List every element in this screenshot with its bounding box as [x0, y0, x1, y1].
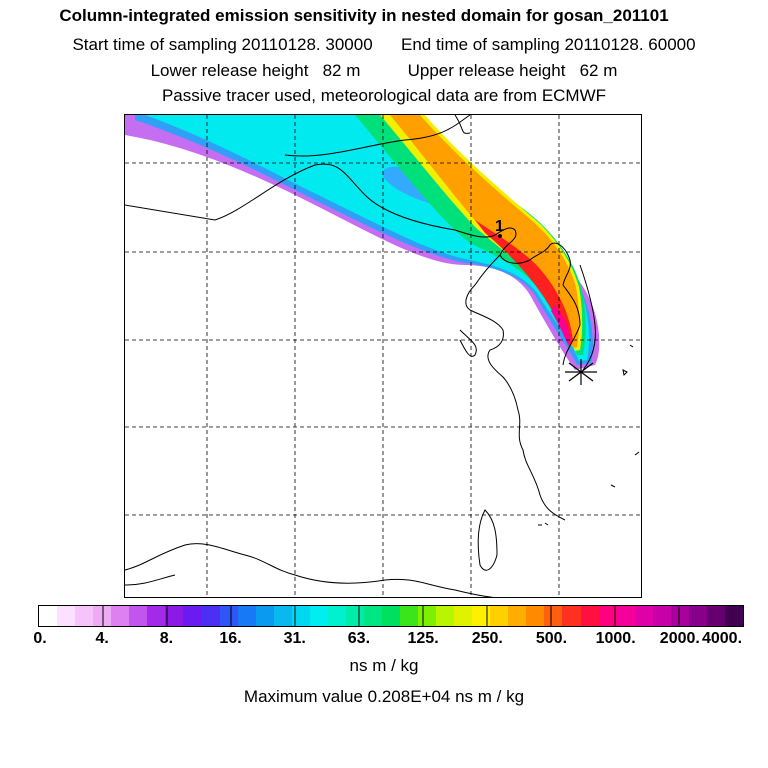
- colorbar-tick-label: 4000.: [701, 630, 743, 647]
- colorbar-swatch: [617, 606, 635, 626]
- colorbar-swatch: [129, 606, 147, 626]
- colorbar-swatch: [220, 606, 238, 626]
- colorbar-swatch: [526, 606, 544, 626]
- colorbar-swatch: [671, 606, 689, 626]
- maximum-value: Maximum value 0.208E+04 ns m / kg: [243, 687, 525, 706]
- colorbar-swatch: [93, 606, 111, 626]
- star-icon: [565, 359, 597, 385]
- colorbar-swatches: [39, 606, 743, 626]
- colorbar-swatch: [400, 606, 418, 626]
- colorbar-swatch: [346, 606, 364, 626]
- colorbar-tick-label: 125.: [407, 630, 439, 647]
- source-point-label: 1: [495, 218, 504, 235]
- colorbar-swatch: [111, 606, 129, 626]
- colorbar-swatch: [707, 606, 725, 626]
- colorbar-swatch: [292, 606, 310, 626]
- colorbar-swatch: [490, 606, 508, 626]
- colorbar-swatch: [599, 606, 617, 626]
- colorbar-swatch: [57, 606, 75, 626]
- colorbar-swatch: [256, 606, 274, 626]
- lat-lon-grid: [125, 115, 641, 597]
- colorbar-swatch: [562, 606, 581, 626]
- islands: [538, 344, 640, 526]
- colorbar-tick-label: 4.: [95, 630, 109, 647]
- colorbar-swatch: [238, 606, 256, 626]
- colorbar-swatch: [75, 606, 93, 626]
- colorbar-tick-label: 250.: [471, 630, 503, 647]
- colorbar-swatch: [183, 606, 201, 626]
- plume-orange: [390, 115, 580, 348]
- plume-magenta: [551, 305, 571, 345]
- colorbar-tick-label: 8.: [159, 630, 174, 647]
- map-panel: 1: [124, 114, 642, 598]
- colorbar-swatch: [454, 606, 472, 626]
- colorbar-swatch: [725, 606, 743, 626]
- colorbar-swatch: [201, 606, 220, 626]
- colorbar: [38, 605, 744, 627]
- colorbar-swatch: [581, 606, 599, 626]
- colorbar-swatch: [436, 606, 454, 626]
- colorbar-swatch: [653, 606, 671, 626]
- colorbar-tick-label: 1000.: [595, 630, 636, 647]
- colorbar-swatch: [544, 606, 562, 626]
- sampling-time-line: Start time of sampling 20110128. 30000 E…: [72, 35, 696, 54]
- tracer-info-line: Passive tracer used, meteorological data…: [161, 86, 607, 105]
- colorbar-swatch: [274, 606, 292, 626]
- colorbar-swatch: [364, 606, 382, 626]
- colorbar-swatch: [689, 606, 707, 626]
- colorbar-units: ns m / kg: [349, 656, 419, 675]
- plot-title: Column-integrated emission sensitivity i…: [59, 6, 669, 25]
- colorbar-swatch: [39, 606, 57, 626]
- colorbar-swatch: [472, 606, 490, 626]
- plume-yellow: [380, 115, 583, 351]
- colorbar-tick-label: 63.: [347, 630, 371, 647]
- colorbar-tick-label: 16.: [219, 630, 242, 647]
- release-height-line: Lower release height 82 m Upper release …: [150, 61, 618, 80]
- map-canvas: 1: [125, 115, 641, 597]
- colorbar-swatch: [165, 606, 183, 626]
- colorbar-swatch: [147, 606, 165, 626]
- colorbar-swatch: [382, 606, 400, 626]
- colorbar-swatch: [418, 606, 436, 626]
- plume-red: [475, 220, 573, 347]
- coastlines: [125, 115, 596, 597]
- colorbar-swatch: [310, 606, 328, 626]
- colorbar-swatch: [328, 606, 346, 626]
- colorbar-tick-label: 500.: [535, 630, 568, 647]
- source-point-marker: [498, 234, 502, 238]
- colorbar-swatch: [508, 606, 526, 626]
- colorbar-swatch: [635, 606, 653, 626]
- colorbar-tick-label: 31.: [283, 630, 306, 647]
- colorbar-tick-label: 2000.: [659, 630, 700, 647]
- colorbar-tick-label: 0.: [33, 630, 47, 647]
